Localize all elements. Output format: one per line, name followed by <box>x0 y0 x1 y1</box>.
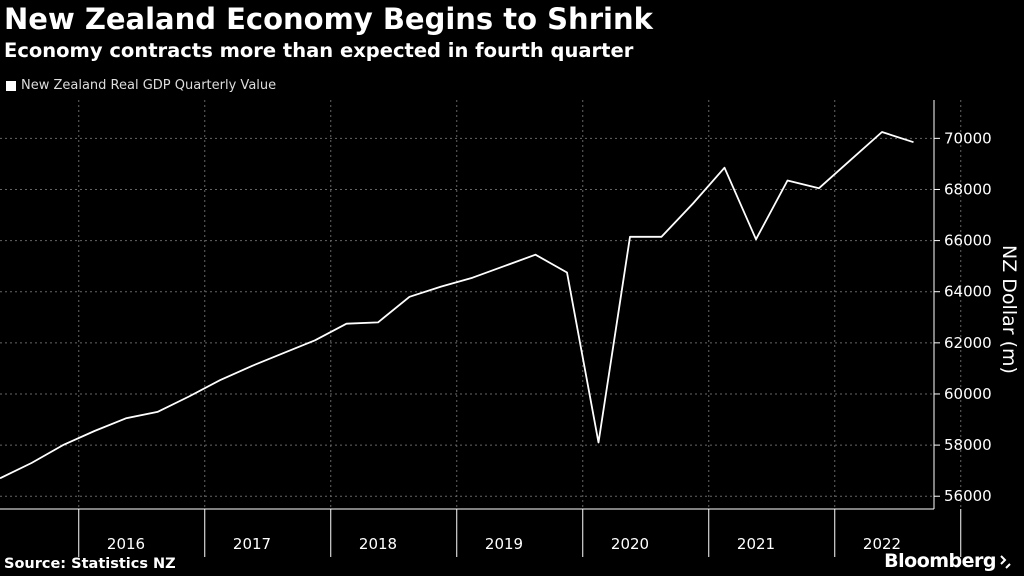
series-layer <box>0 131 914 480</box>
y-axis-label: NZ Dollar (m) <box>998 245 1020 374</box>
bloomberg-mark-icon <box>1000 555 1011 569</box>
y-tick-label: 58000 <box>944 436 992 454</box>
bloomberg-logo: Bloomberg <box>884 550 996 572</box>
legend-label: New Zealand Real GDP Quarterly Value <box>21 78 277 93</box>
legend-swatch <box>6 80 16 91</box>
y-tick-label: 70000 <box>944 129 992 147</box>
y-tick-label: 68000 <box>944 180 992 198</box>
source-note: Source: Statistics NZ <box>4 556 176 572</box>
y-tick-label: 62000 <box>944 334 992 352</box>
legend: New Zealand Real GDP Quarterly Value <box>6 78 276 93</box>
axes <box>0 100 962 557</box>
x-year-label: 2019 <box>485 535 523 553</box>
x-year-label: 2021 <box>737 535 775 553</box>
x-year-label: 2022 <box>863 535 901 553</box>
grid <box>0 100 962 509</box>
y-tick-label: 60000 <box>944 385 992 403</box>
chart-title: New Zealand Economy Begins to Shrink <box>4 2 653 36</box>
y-tick-label: 66000 <box>944 232 992 250</box>
x-year-label: 2017 <box>233 535 271 553</box>
y-tick-label: 64000 <box>944 283 992 301</box>
x-year-label: 2020 <box>611 535 649 553</box>
x-year-label: 2018 <box>359 535 397 553</box>
chart-subtitle: Economy contracts more than expected in … <box>4 39 634 62</box>
x-year-label: 2016 <box>107 535 145 553</box>
tick-labels: 56000 58000 60000 62000 64000 66000 68000 70000… <box>107 129 992 553</box>
series-line-real-gdp <box>0 131 914 480</box>
y-tick-label: 56000 <box>944 487 992 505</box>
